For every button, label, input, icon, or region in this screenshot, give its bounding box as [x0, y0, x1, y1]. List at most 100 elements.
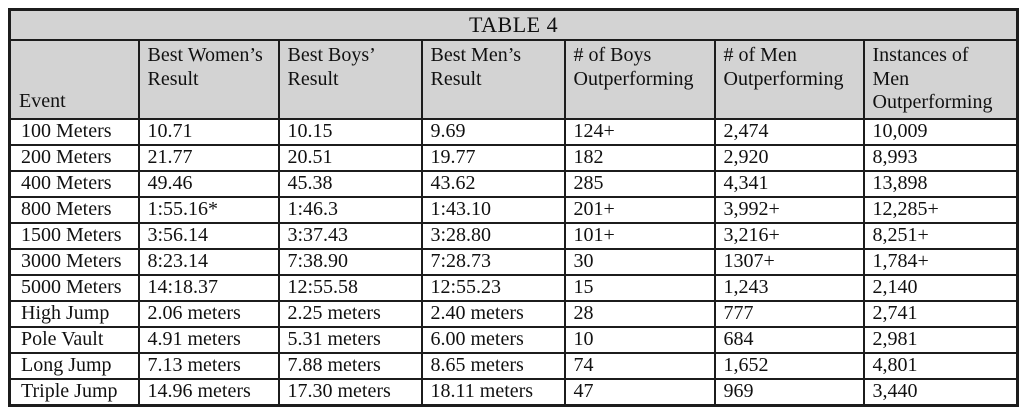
- table-row-triple-jump: Triple Jump 14.96 meters 17.30 meters 18…: [8, 377, 1019, 407]
- cell-boys-outperforming: 47: [563, 377, 716, 407]
- event-cell: 400 Meters: [8, 169, 140, 198]
- table-row-400-meters: 400 Meters 49.46 45.38 43.62 285 4,341 1…: [8, 169, 1019, 198]
- cell-instances: 2,741: [862, 299, 1019, 328]
- col-header-best-boys-result: Best Boys’ Result: [277, 39, 423, 120]
- cell-best-boys: 7:38.90: [277, 247, 423, 276]
- cell-men-outperforming: 969: [713, 377, 865, 407]
- event-cell: 100 Meters: [8, 117, 140, 146]
- cell-best-mens: 1:43.10: [420, 195, 566, 224]
- cell-instances: 3,440: [862, 377, 1019, 407]
- table-row-3000-meters: 3000 Meters 8:23.14 7:38.90 7:28.73 30 1…: [8, 247, 1019, 276]
- cell-boys-outperforming: 10: [563, 325, 716, 354]
- cell-boys-outperforming: 201+: [563, 195, 716, 224]
- event-cell: 3000 Meters: [8, 247, 140, 276]
- table-row-5000-meters: 5000 Meters 14:18.37 12:55.58 12:55.23 1…: [8, 273, 1019, 302]
- cell-instances: 2,981: [862, 325, 1019, 354]
- cell-men-outperforming: 3,216+: [713, 221, 865, 250]
- cell-instances: 4,801: [862, 351, 1019, 380]
- cell-best-mens: 8.65 meters: [420, 351, 566, 380]
- cell-best-boys: 20.51: [277, 143, 423, 172]
- cell-best-mens: 7:28.73: [420, 247, 566, 276]
- cell-best-womens: 14:18.37: [137, 273, 280, 302]
- event-cell: 1500 Meters: [8, 221, 140, 250]
- cell-boys-outperforming: 182: [563, 143, 716, 172]
- cell-instances: 1,784+: [862, 247, 1019, 276]
- cell-men-outperforming: 2,920: [713, 143, 865, 172]
- cell-best-womens: 14.96 meters: [137, 377, 280, 407]
- cell-boys-outperforming: 74: [563, 351, 716, 380]
- table-row-pole-vault: Pole Vault 4.91 meters 5.31 meters 6.00 …: [8, 325, 1019, 354]
- cell-best-mens: 6.00 meters: [420, 325, 566, 354]
- event-cell: Long Jump: [8, 351, 140, 380]
- cell-men-outperforming: 777: [713, 299, 865, 328]
- cell-instances: 12,285+: [862, 195, 1019, 224]
- cell-best-boys: 45.38: [277, 169, 423, 198]
- cell-best-mens: 3:28.80: [420, 221, 566, 250]
- cell-best-womens: 3:56.14: [137, 221, 280, 250]
- cell-boys-outperforming: 285: [563, 169, 716, 198]
- cell-best-boys: 3:37.43: [277, 221, 423, 250]
- cell-instances: 10,009: [862, 117, 1019, 146]
- col-header-best-mens-result: Best Men’s Result: [420, 39, 566, 120]
- cell-best-boys: 10.15: [277, 117, 423, 146]
- cell-men-outperforming: 1,243: [713, 273, 865, 302]
- event-cell: 800 Meters: [8, 195, 140, 224]
- table-row-1500-meters: 1500 Meters 3:56.14 3:37.43 3:28.80 101+…: [8, 221, 1019, 250]
- cell-boys-outperforming: 30: [563, 247, 716, 276]
- cell-men-outperforming: 4,341: [713, 169, 865, 198]
- cell-men-outperforming: 1,652: [713, 351, 865, 380]
- cell-instances: 8,993: [862, 143, 1019, 172]
- cell-men-outperforming: 3,992+: [713, 195, 865, 224]
- cell-best-boys: 7.88 meters: [277, 351, 423, 380]
- table-title: TABLE 4: [8, 8, 1019, 41]
- cell-men-outperforming: 684: [713, 325, 865, 354]
- cell-best-mens: 12:55.23: [420, 273, 566, 302]
- table-row-high-jump: High Jump 2.06 meters 2.25 meters 2.40 m…: [8, 299, 1019, 328]
- cell-best-womens: 2.06 meters: [137, 299, 280, 328]
- event-cell: 200 Meters: [8, 143, 140, 172]
- event-cell: Triple Jump: [8, 377, 140, 407]
- cell-best-mens: 43.62: [420, 169, 566, 198]
- cell-best-mens: 2.40 meters: [420, 299, 566, 328]
- cell-instances: 13,898: [862, 169, 1019, 198]
- cell-best-womens: 8:23.14: [137, 247, 280, 276]
- col-header-best-womens-result: Best Women’s Result: [137, 39, 280, 120]
- cell-boys-outperforming: 124+: [563, 117, 716, 146]
- table-row-800-meters: 800 Meters 1:55.16* 1:46.3 1:43.10 201+ …: [8, 195, 1019, 224]
- event-cell: High Jump: [8, 299, 140, 328]
- results-table: TABLE 4 Event Best Women’s Result Best B…: [8, 8, 1020, 407]
- table-header-row: Event Best Women’s Result Best Boys’ Res…: [8, 39, 1019, 120]
- cell-best-womens: 7.13 meters: [137, 351, 280, 380]
- col-header-instances-men-outperforming: Instances of Men Outperforming: [862, 39, 1019, 120]
- cell-best-womens: 10.71: [137, 117, 280, 146]
- table-row-200-meters: 200 Meters 21.77 20.51 19.77 182 2,920 8…: [8, 143, 1019, 172]
- cell-best-mens: 19.77: [420, 143, 566, 172]
- cell-boys-outperforming: 28: [563, 299, 716, 328]
- cell-best-boys: 12:55.58: [277, 273, 423, 302]
- cell-best-womens: 21.77: [137, 143, 280, 172]
- cell-best-mens: 18.11 meters: [420, 377, 566, 407]
- cell-best-boys: 1:46.3: [277, 195, 423, 224]
- cell-instances: 2,140: [862, 273, 1019, 302]
- table-row-long-jump: Long Jump 7.13 meters 7.88 meters 8.65 m…: [8, 351, 1019, 380]
- col-header-num-men-outperforming: # of Men Outperforming: [713, 39, 865, 120]
- cell-men-outperforming: 1307+: [713, 247, 865, 276]
- table-row-100-meters: 100 Meters 10.71 10.15 9.69 124+ 2,474 1…: [8, 117, 1019, 146]
- cell-boys-outperforming: 15: [563, 273, 716, 302]
- cell-best-boys: 5.31 meters: [277, 325, 423, 354]
- col-header-event: Event: [8, 39, 140, 120]
- cell-instances: 8,251+: [862, 221, 1019, 250]
- cell-best-womens: 49.46: [137, 169, 280, 198]
- cell-best-boys: 2.25 meters: [277, 299, 423, 328]
- event-cell: Pole Vault: [8, 325, 140, 354]
- cell-boys-outperforming: 101+: [563, 221, 716, 250]
- event-cell: 5000 Meters: [8, 273, 140, 302]
- cell-best-womens: 4.91 meters: [137, 325, 280, 354]
- col-header-num-boys-outperforming: # of Boys Outperforming: [563, 39, 716, 120]
- cell-best-womens: 1:55.16*: [137, 195, 280, 224]
- cell-best-mens: 9.69: [420, 117, 566, 146]
- cell-men-outperforming: 2,474: [713, 117, 865, 146]
- cell-best-boys: 17.30 meters: [277, 377, 423, 407]
- table-title-row: TABLE 4: [8, 8, 1019, 41]
